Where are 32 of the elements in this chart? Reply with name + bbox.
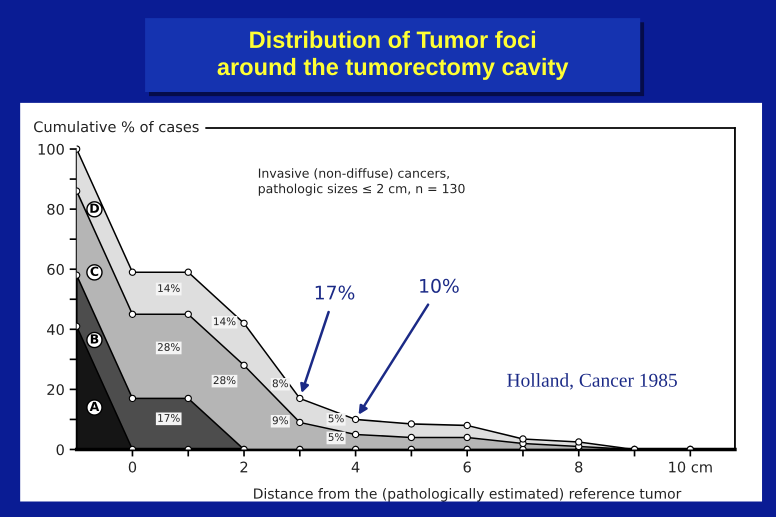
annotation: Invasive (non-diffuse) cancers, pathologic sizes ≤ 2 cm, n = 130 xyxy=(258,168,465,196)
data-label: 9% xyxy=(272,416,288,424)
x-tick-label: 8 xyxy=(575,462,582,473)
data-label: 8% xyxy=(272,379,288,388)
annotation: 17% xyxy=(316,285,354,300)
y-axis-title: Cumulative % of cases xyxy=(34,120,199,132)
y-tick-label: 100 xyxy=(38,144,64,155)
x-tick-label: 10 cm xyxy=(669,462,712,473)
series-label: C xyxy=(90,266,98,276)
annotation: 10% xyxy=(420,278,459,293)
y-tick-label: 20 xyxy=(47,384,64,396)
x-tick-label: 2 xyxy=(240,462,248,472)
data-label: 5% xyxy=(328,414,344,422)
data-label: 28% xyxy=(214,376,236,384)
x-tick-label: 0 xyxy=(128,462,136,473)
chart-title: Distribution of Tumor foci around the tumorectomy cavity xyxy=(218,30,568,80)
data-label: 5% xyxy=(328,433,344,441)
series-label: B xyxy=(90,334,98,344)
series-label: A xyxy=(90,402,100,411)
y-tick-label: 0 xyxy=(56,444,64,456)
series-label: D xyxy=(90,204,99,213)
y-tick-label: 60 xyxy=(47,264,64,275)
x-tick-label: 6 xyxy=(464,462,471,473)
y-tick-label: 40 xyxy=(47,324,64,336)
annotation: Holland, Cancer 1985 xyxy=(507,373,677,390)
x-axis-title: Distance from the (pathologically estimated) reference tumor xyxy=(254,488,682,502)
x-tick-label: 4 xyxy=(352,462,360,472)
y-tick-label: 80 xyxy=(47,204,64,215)
data-label: 14% xyxy=(214,317,236,326)
data-label: 17% xyxy=(158,414,180,422)
data-label: 14% xyxy=(158,284,180,292)
data-label: 28% xyxy=(158,343,180,351)
